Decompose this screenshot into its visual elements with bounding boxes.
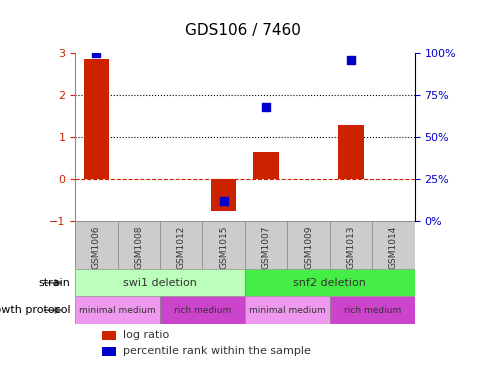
Bar [102, 347, 116, 356]
Bar [244, 296, 329, 324]
Bar [102, 331, 116, 340]
Text: snf2 deletion: snf2 deletion [293, 278, 365, 288]
Point [347, 57, 354, 63]
Text: GSM1007: GSM1007 [261, 225, 270, 269]
Bar [244, 221, 287, 269]
Text: GSM1009: GSM1009 [303, 225, 313, 269]
Text: GSM1012: GSM1012 [176, 225, 185, 269]
Bar [337, 124, 363, 179]
Text: GDS106 / 7460: GDS106 / 7460 [184, 23, 300, 38]
Bar [329, 296, 414, 324]
Text: GSM1014: GSM1014 [388, 225, 397, 269]
Bar [75, 296, 160, 324]
Text: strain: strain [38, 278, 70, 288]
Bar [160, 296, 244, 324]
Bar [253, 152, 278, 179]
Bar [83, 59, 109, 179]
Text: GSM1008: GSM1008 [134, 225, 143, 269]
Point [92, 50, 100, 56]
Point [219, 198, 227, 204]
Text: rich medium: rich medium [343, 306, 400, 315]
Bar [287, 221, 329, 269]
Bar [117, 221, 160, 269]
Text: minimal medium: minimal medium [79, 306, 156, 315]
Text: log ratio: log ratio [122, 330, 168, 340]
Text: swi1 deletion: swi1 deletion [123, 278, 197, 288]
Bar [75, 269, 244, 296]
Bar [75, 221, 117, 269]
Text: GSM1015: GSM1015 [219, 225, 228, 269]
Bar [329, 221, 372, 269]
Text: GSM1013: GSM1013 [346, 225, 355, 269]
Bar [244, 269, 414, 296]
Text: percentile rank within the sample: percentile rank within the sample [122, 346, 310, 356]
Bar [211, 179, 236, 211]
Text: growth protocol: growth protocol [0, 305, 70, 315]
Text: minimal medium: minimal medium [248, 306, 325, 315]
Point [262, 104, 270, 110]
Bar [160, 221, 202, 269]
Text: rich medium: rich medium [173, 306, 231, 315]
Bar [202, 221, 244, 269]
Bar [372, 221, 414, 269]
Text: GSM1006: GSM1006 [91, 225, 101, 269]
